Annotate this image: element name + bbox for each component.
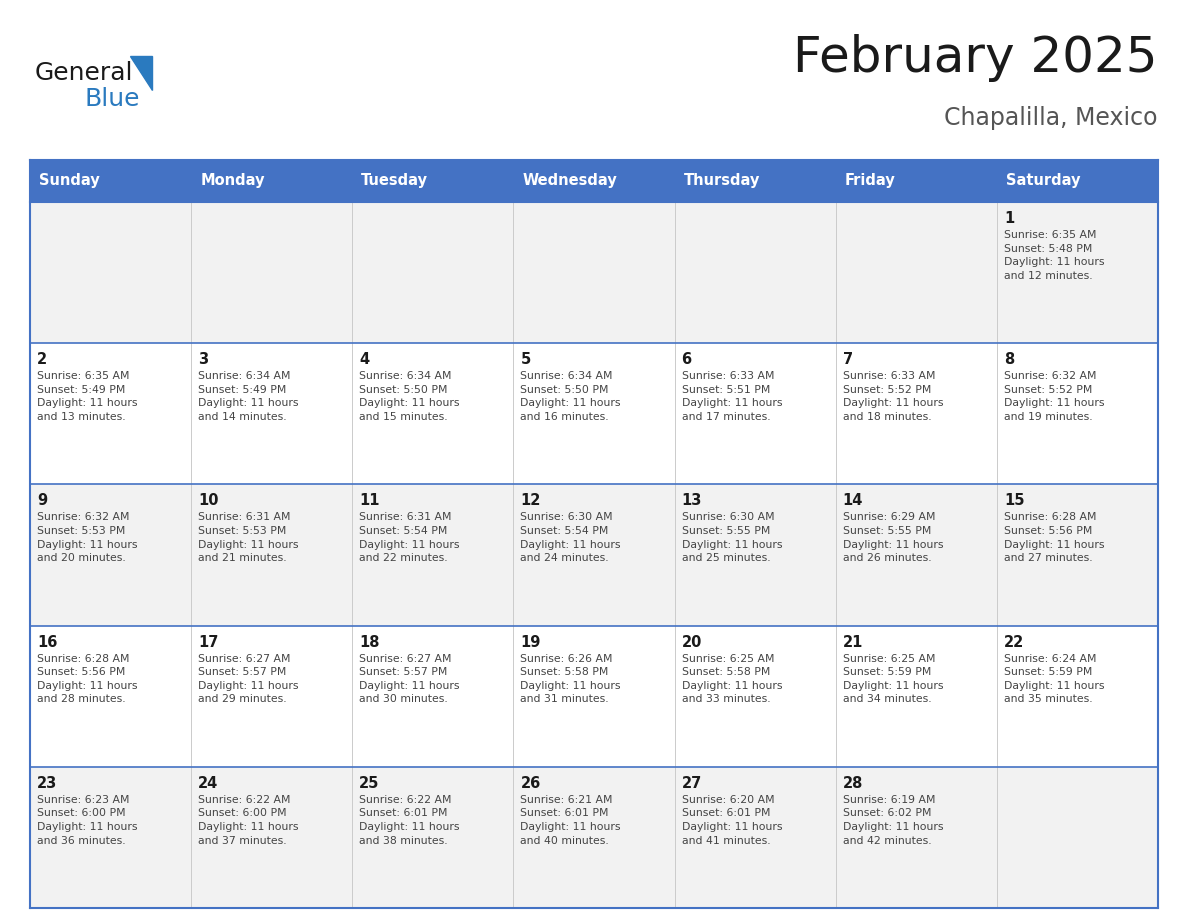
- Text: Thursday: Thursday: [683, 174, 760, 188]
- Text: Sunday: Sunday: [39, 174, 100, 188]
- Bar: [30, 625, 1158, 767]
- Text: 19: 19: [520, 634, 541, 650]
- Text: 24: 24: [198, 776, 219, 790]
- Bar: [30, 485, 1158, 625]
- Text: Tuesday: Tuesday: [361, 174, 429, 188]
- Text: General: General: [34, 61, 133, 85]
- Text: 14: 14: [842, 493, 864, 509]
- Bar: [30, 343, 1158, 485]
- Text: Sunrise: 6:20 AM
Sunset: 6:01 PM
Daylight: 11 hours
and 41 minutes.: Sunrise: 6:20 AM Sunset: 6:01 PM Dayligh…: [682, 795, 782, 845]
- Text: Sunrise: 6:35 AM
Sunset: 5:48 PM
Daylight: 11 hours
and 12 minutes.: Sunrise: 6:35 AM Sunset: 5:48 PM Dayligh…: [1004, 230, 1105, 281]
- Text: Sunrise: 6:31 AM
Sunset: 5:53 PM
Daylight: 11 hours
and 21 minutes.: Sunrise: 6:31 AM Sunset: 5:53 PM Dayligh…: [198, 512, 298, 564]
- Text: Blue: Blue: [86, 87, 140, 111]
- Text: Chapalilla, Mexico: Chapalilla, Mexico: [944, 106, 1158, 130]
- Text: Sunrise: 6:26 AM
Sunset: 5:58 PM
Daylight: 11 hours
and 31 minutes.: Sunrise: 6:26 AM Sunset: 5:58 PM Dayligh…: [520, 654, 621, 704]
- Text: Sunrise: 6:25 AM
Sunset: 5:59 PM
Daylight: 11 hours
and 34 minutes.: Sunrise: 6:25 AM Sunset: 5:59 PM Dayligh…: [842, 654, 943, 704]
- Text: Sunrise: 6:31 AM
Sunset: 5:54 PM
Daylight: 11 hours
and 22 minutes.: Sunrise: 6:31 AM Sunset: 5:54 PM Dayligh…: [359, 512, 460, 564]
- Text: 28: 28: [842, 776, 864, 790]
- Text: Sunrise: 6:27 AM
Sunset: 5:57 PM
Daylight: 11 hours
and 29 minutes.: Sunrise: 6:27 AM Sunset: 5:57 PM Dayligh…: [198, 654, 298, 704]
- Bar: [30, 202, 1158, 343]
- Text: Sunrise: 6:34 AM
Sunset: 5:49 PM
Daylight: 11 hours
and 14 minutes.: Sunrise: 6:34 AM Sunset: 5:49 PM Dayligh…: [198, 371, 298, 422]
- Text: Sunrise: 6:22 AM
Sunset: 6:01 PM
Daylight: 11 hours
and 38 minutes.: Sunrise: 6:22 AM Sunset: 6:01 PM Dayligh…: [359, 795, 460, 845]
- Text: 17: 17: [198, 634, 219, 650]
- Text: Sunrise: 6:28 AM
Sunset: 5:56 PM
Daylight: 11 hours
and 27 minutes.: Sunrise: 6:28 AM Sunset: 5:56 PM Dayligh…: [1004, 512, 1105, 564]
- Text: 26: 26: [520, 776, 541, 790]
- Text: 4: 4: [359, 353, 369, 367]
- Text: Sunrise: 6:32 AM
Sunset: 5:52 PM
Daylight: 11 hours
and 19 minutes.: Sunrise: 6:32 AM Sunset: 5:52 PM Dayligh…: [1004, 371, 1105, 422]
- Text: Sunrise: 6:25 AM
Sunset: 5:58 PM
Daylight: 11 hours
and 33 minutes.: Sunrise: 6:25 AM Sunset: 5:58 PM Dayligh…: [682, 654, 782, 704]
- Text: 7: 7: [842, 353, 853, 367]
- Text: 20: 20: [682, 634, 702, 650]
- Text: 1: 1: [1004, 211, 1015, 226]
- Text: 18: 18: [359, 634, 380, 650]
- Text: 2: 2: [37, 353, 48, 367]
- Bar: [30, 767, 1158, 908]
- Text: 12: 12: [520, 493, 541, 509]
- Text: 3: 3: [198, 353, 208, 367]
- Text: 5: 5: [520, 353, 531, 367]
- Text: Sunrise: 6:24 AM
Sunset: 5:59 PM
Daylight: 11 hours
and 35 minutes.: Sunrise: 6:24 AM Sunset: 5:59 PM Dayligh…: [1004, 654, 1105, 704]
- Text: 25: 25: [359, 776, 380, 790]
- Text: Sunrise: 6:27 AM
Sunset: 5:57 PM
Daylight: 11 hours
and 30 minutes.: Sunrise: 6:27 AM Sunset: 5:57 PM Dayligh…: [359, 654, 460, 704]
- Text: Sunrise: 6:29 AM
Sunset: 5:55 PM
Daylight: 11 hours
and 26 minutes.: Sunrise: 6:29 AM Sunset: 5:55 PM Dayligh…: [842, 512, 943, 564]
- Text: Sunrise: 6:34 AM
Sunset: 5:50 PM
Daylight: 11 hours
and 16 minutes.: Sunrise: 6:34 AM Sunset: 5:50 PM Dayligh…: [520, 371, 621, 422]
- Text: Sunrise: 6:28 AM
Sunset: 5:56 PM
Daylight: 11 hours
and 28 minutes.: Sunrise: 6:28 AM Sunset: 5:56 PM Dayligh…: [37, 654, 138, 704]
- Text: Sunrise: 6:30 AM
Sunset: 5:55 PM
Daylight: 11 hours
and 25 minutes.: Sunrise: 6:30 AM Sunset: 5:55 PM Dayligh…: [682, 512, 782, 564]
- Text: 13: 13: [682, 493, 702, 509]
- Text: 15: 15: [1004, 493, 1024, 509]
- Text: 27: 27: [682, 776, 702, 790]
- Text: 8: 8: [1004, 353, 1015, 367]
- Text: 21: 21: [842, 634, 864, 650]
- Text: 9: 9: [37, 493, 48, 509]
- Text: 22: 22: [1004, 634, 1024, 650]
- Text: Sunrise: 6:33 AM
Sunset: 5:52 PM
Daylight: 11 hours
and 18 minutes.: Sunrise: 6:33 AM Sunset: 5:52 PM Dayligh…: [842, 371, 943, 422]
- Text: 10: 10: [198, 493, 219, 509]
- Text: Sunrise: 6:21 AM
Sunset: 6:01 PM
Daylight: 11 hours
and 40 minutes.: Sunrise: 6:21 AM Sunset: 6:01 PM Dayligh…: [520, 795, 621, 845]
- Text: 11: 11: [359, 493, 380, 509]
- Text: Friday: Friday: [845, 174, 896, 188]
- Text: Sunrise: 6:19 AM
Sunset: 6:02 PM
Daylight: 11 hours
and 42 minutes.: Sunrise: 6:19 AM Sunset: 6:02 PM Dayligh…: [842, 795, 943, 845]
- Bar: [30, 160, 1158, 202]
- Text: Wednesday: Wednesday: [523, 174, 618, 188]
- Text: Sunrise: 6:32 AM
Sunset: 5:53 PM
Daylight: 11 hours
and 20 minutes.: Sunrise: 6:32 AM Sunset: 5:53 PM Dayligh…: [37, 512, 138, 564]
- Text: Sunrise: 6:22 AM
Sunset: 6:00 PM
Daylight: 11 hours
and 37 minutes.: Sunrise: 6:22 AM Sunset: 6:00 PM Dayligh…: [198, 795, 298, 845]
- Text: 6: 6: [682, 353, 691, 367]
- Text: 23: 23: [37, 776, 57, 790]
- Text: Sunrise: 6:30 AM
Sunset: 5:54 PM
Daylight: 11 hours
and 24 minutes.: Sunrise: 6:30 AM Sunset: 5:54 PM Dayligh…: [520, 512, 621, 564]
- Polygon shape: [129, 56, 152, 90]
- Text: February 2025: February 2025: [794, 34, 1158, 82]
- Text: Saturday: Saturday: [1006, 174, 1080, 188]
- Text: 16: 16: [37, 634, 57, 650]
- Text: Sunrise: 6:35 AM
Sunset: 5:49 PM
Daylight: 11 hours
and 13 minutes.: Sunrise: 6:35 AM Sunset: 5:49 PM Dayligh…: [37, 371, 138, 422]
- Text: Monday: Monday: [200, 174, 265, 188]
- Text: Sunrise: 6:23 AM
Sunset: 6:00 PM
Daylight: 11 hours
and 36 minutes.: Sunrise: 6:23 AM Sunset: 6:00 PM Dayligh…: [37, 795, 138, 845]
- Text: Sunrise: 6:33 AM
Sunset: 5:51 PM
Daylight: 11 hours
and 17 minutes.: Sunrise: 6:33 AM Sunset: 5:51 PM Dayligh…: [682, 371, 782, 422]
- Text: Sunrise: 6:34 AM
Sunset: 5:50 PM
Daylight: 11 hours
and 15 minutes.: Sunrise: 6:34 AM Sunset: 5:50 PM Dayligh…: [359, 371, 460, 422]
